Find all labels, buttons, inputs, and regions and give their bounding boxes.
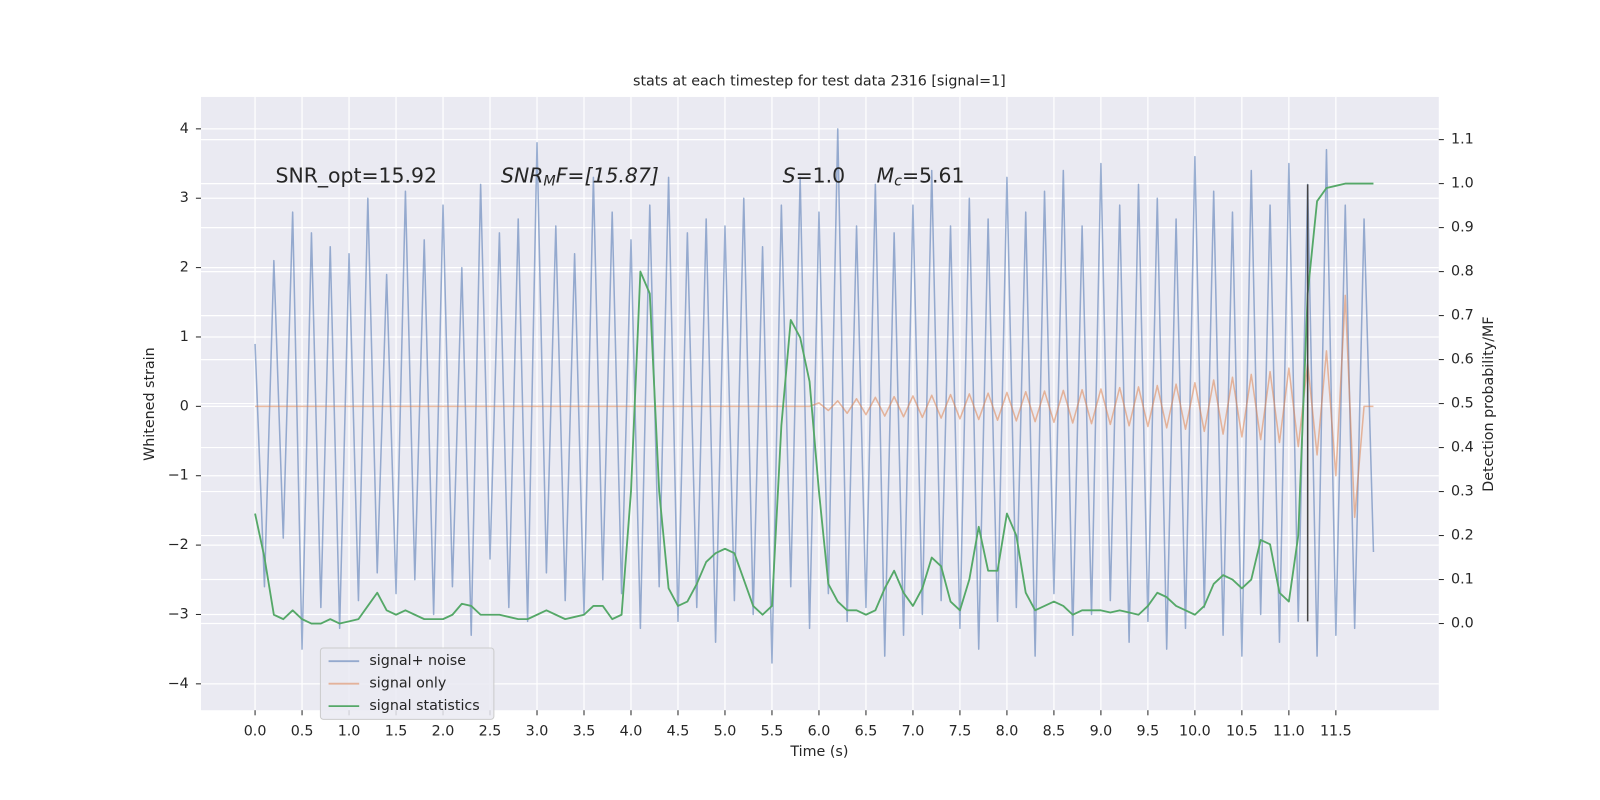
y2-tick-label: 0.7: [1451, 308, 1474, 324]
y-tick-label: 3: [180, 190, 189, 206]
y-tick-label: −2: [168, 537, 189, 553]
y2-tick-label: 0.3: [1451, 484, 1474, 500]
y2-tick-label: 0.4: [1451, 440, 1474, 456]
y-axis-label: Whitened strain: [142, 347, 158, 461]
x-tick-label: 3.5: [573, 724, 596, 740]
legend-label: signal only: [369, 676, 446, 692]
y-tick-label: 4: [180, 121, 189, 137]
annotation-part: M: [543, 174, 555, 190]
y-tick-label: 0: [180, 398, 189, 414]
annotation-part: =5.61: [902, 164, 965, 188]
y2-tick-label: 1.0: [1451, 176, 1474, 192]
annotation: Mc=5.61: [877, 164, 965, 190]
y2-tick-label: 1.1: [1451, 132, 1474, 148]
y2-tick-label: 0.2: [1451, 528, 1474, 544]
legend-box: [319, 647, 495, 720]
x-tick-label: 10.0: [1179, 724, 1211, 740]
x-tick-label: 6.0: [808, 724, 831, 740]
marks: [254, 128, 1375, 664]
annotation: SNR_opt=15.92: [276, 164, 437, 189]
x-tick-label: 6.5: [855, 724, 878, 740]
y2-tick-label: 0.9: [1451, 220, 1474, 236]
x-tick-label: 2.5: [479, 724, 502, 740]
x-tick-label: 8.5: [1043, 724, 1066, 740]
x-tick-label: 1.5: [385, 724, 408, 740]
y2-tick-label: 0.0: [1451, 616, 1474, 632]
x-tick-label: 9.5: [1137, 724, 1160, 740]
annotation-part: SNR_opt=15.92: [276, 164, 437, 189]
annotation-part: =1.0: [796, 164, 846, 188]
series-line: [255, 294, 1374, 519]
x-tick-label: 8.0: [996, 724, 1019, 740]
y2-axis-label: Detection probability/MF: [1481, 316, 1497, 491]
x-tick-label: 9.0: [1090, 724, 1113, 740]
legend-label: signal statistics: [369, 698, 479, 714]
x-tick-label: 4.5: [667, 724, 690, 740]
annotation-part: SNR: [501, 164, 543, 188]
annotation-part: M: [877, 164, 895, 188]
annotation-part: c: [894, 174, 902, 190]
y-tick-label: −3: [168, 606, 189, 622]
x-tick-label: 4.0: [620, 724, 643, 740]
y-tick-label: −4: [168, 676, 189, 692]
x-tick-label: 1.0: [338, 724, 361, 740]
y2-tick-label: 0.6: [1451, 352, 1474, 368]
x-tick-label: 5.5: [761, 724, 784, 740]
x-tick-label: 2.0: [432, 724, 455, 740]
annotation: S=1.0: [783, 164, 845, 188]
y2-tick-label: 0.8: [1451, 264, 1474, 280]
y-tick-label: −1: [168, 468, 189, 484]
x-axis-label: Time (s): [789, 744, 848, 760]
y-tick-label: 1: [180, 329, 189, 345]
legend-label: signal+ noise: [369, 653, 466, 669]
y2-tick-label: 0.5: [1451, 396, 1474, 412]
x-tick-label: 0.5: [291, 724, 314, 740]
x-tick-label: 11.5: [1320, 724, 1352, 740]
series-line: [254, 128, 1375, 664]
annotation: SNRMF=[15.87]: [501, 164, 659, 190]
x-tick-label: 0.0: [244, 724, 267, 740]
chart-title: stats at each timestep for test data 231…: [633, 74, 1006, 90]
annotation-part: S: [783, 164, 796, 188]
x-tick-label: 3.0: [526, 724, 549, 740]
x-tick-label: 5.0: [714, 724, 737, 740]
x-tick-label: 10.5: [1226, 724, 1258, 740]
y2-tick-label: 0.1: [1451, 572, 1474, 588]
annotation-part: F=[15.87]: [556, 164, 659, 188]
series-line: [254, 182, 1374, 625]
x-tick-label: 7.5: [949, 724, 972, 740]
y-tick-label: 2: [180, 260, 189, 276]
x-tick-label: 7.0: [902, 724, 925, 740]
x-tick-label: 11.0: [1273, 724, 1305, 740]
